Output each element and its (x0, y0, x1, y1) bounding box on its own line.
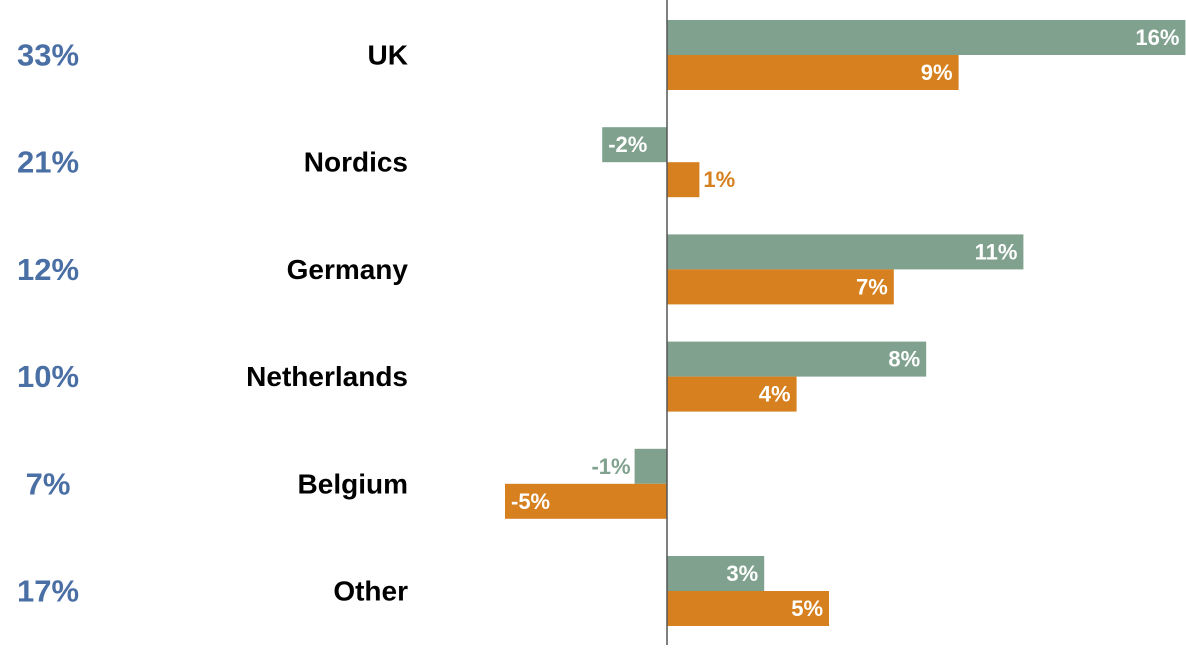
bar (667, 269, 894, 305)
data-label: 16% (1135, 25, 1179, 50)
category-label: Nordics (304, 147, 408, 178)
bar (667, 162, 700, 198)
category-label: Belgium (298, 468, 408, 499)
category-label: Other (333, 576, 408, 607)
share-label: 21% (17, 145, 79, 180)
bar (505, 483, 667, 519)
data-label: 11% (975, 239, 1018, 264)
bar (667, 55, 959, 90)
data-label: -2% (608, 132, 647, 157)
data-label: 4% (759, 382, 791, 407)
bar (667, 376, 797, 412)
category-label: Netherlands (246, 361, 408, 392)
data-label: 7% (856, 274, 888, 299)
labels-layer: 33% UK 16% 9% 21% Nordics -2% 1% 12% Germany 11% 7%… (17, 25, 1179, 621)
share-label: 10% (17, 359, 79, 394)
bar (667, 20, 1186, 55)
bar (602, 127, 667, 163)
share-label: 17% (17, 574, 79, 609)
share-label: 7% (26, 466, 71, 501)
bar (667, 234, 1024, 270)
data-label: 3% (726, 561, 758, 586)
share-label: 33% (17, 38, 79, 73)
data-label: 5% (791, 596, 823, 621)
data-label: 9% (921, 60, 953, 85)
category-label: UK (368, 40, 408, 71)
bar (634, 448, 667, 484)
data-label: 8% (888, 347, 920, 372)
bar (667, 556, 765, 591)
share-label: 12% (17, 252, 79, 287)
data-label: -5% (511, 489, 550, 514)
data-label: 1% (703, 167, 735, 192)
bar (667, 591, 829, 626)
bars-layer (505, 20, 1186, 626)
bar (667, 341, 927, 377)
data-label: -1% (591, 454, 630, 479)
category-label: Germany (287, 254, 409, 285)
